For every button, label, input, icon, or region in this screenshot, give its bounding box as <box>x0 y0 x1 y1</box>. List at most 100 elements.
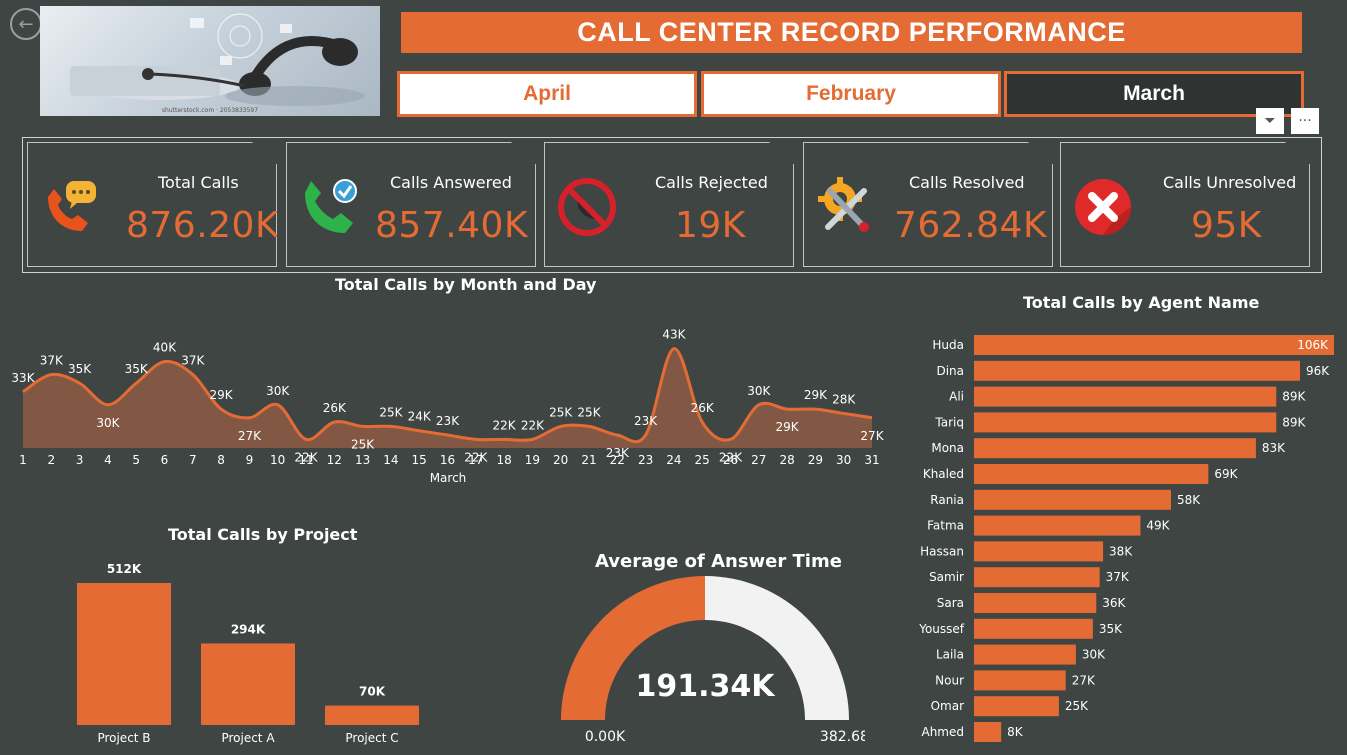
area-chart[interactable]: 33K 1 37K 2 35K 3 30K 4 35K 5 40K 6 37K 7 29K 8 27K 9 30K 1… <box>0 300 900 490</box>
area-point[interactable] <box>104 401 112 409</box>
agent-bar[interactable] <box>974 438 1256 459</box>
area-x-tick: 28 <box>779 453 794 467</box>
agent-name-label: Rania <box>930 493 964 507</box>
agent-bar-chart[interactable]: Huda 106K Dina 96K Ali 89K Tariq 89K Mona 83K Khal… <box>900 325 1347 750</box>
area-point[interactable] <box>274 401 282 409</box>
area-point[interactable] <box>359 422 367 430</box>
answer-time-gauge[interactable]: 191.34K 0.00K 382.68K <box>545 570 865 750</box>
agent-bar[interactable] <box>974 567 1100 588</box>
area-point[interactable] <box>19 388 27 396</box>
agent-bar[interactable] <box>974 696 1059 717</box>
project-value-label: 70K <box>359 685 386 699</box>
area-point[interactable] <box>245 414 253 422</box>
area-x-tick: 14 <box>383 453 398 467</box>
agent-value-label: 35K <box>1099 622 1123 636</box>
project-bar[interactable] <box>77 583 171 725</box>
agent-name-label: Dina <box>936 364 964 378</box>
agent-bar[interactable] <box>974 464 1209 484</box>
area-point[interactable] <box>217 405 225 413</box>
agent-value-label: 27K <box>1072 673 1096 687</box>
area-point[interactable] <box>302 435 310 443</box>
headset-illustration <box>70 13 365 106</box>
agent-name-label: Tariq <box>934 415 964 429</box>
month-button-april[interactable]: April <box>397 71 697 117</box>
area-point[interactable] <box>161 358 169 366</box>
project-bar[interactable] <box>325 705 419 725</box>
area-point[interactable] <box>528 435 536 443</box>
project-bar-chart[interactable]: 512K Project B 294K Project A 70K Project C <box>40 550 460 750</box>
project-name-label: Project B <box>97 731 150 745</box>
kpi-card-calls-rejected: Calls Rejected 19K <box>544 142 794 267</box>
agent-value-label: 8K <box>1007 725 1024 739</box>
area-point[interactable] <box>642 431 650 439</box>
gauge-max-label: 382.68K <box>820 729 865 745</box>
area-point[interactable] <box>755 401 763 409</box>
agent-bar[interactable] <box>974 541 1104 562</box>
gauge-value-arc[interactable] <box>561 576 705 720</box>
agent-bar[interactable] <box>974 722 1002 742</box>
agent-bar[interactable] <box>974 618 1093 639</box>
agent-bar[interactable] <box>974 670 1066 691</box>
kpi-value: 19K <box>675 205 746 246</box>
area-data-label: 22K <box>493 418 517 432</box>
phone-check-icon <box>305 179 357 233</box>
area-point[interactable] <box>472 435 480 443</box>
agent-value-label: 96K <box>1306 364 1330 378</box>
page-title: CALL CENTER RECORD PERFORMANCE <box>401 12 1302 53</box>
area-point[interactable] <box>840 409 848 417</box>
month-button-march[interactable]: March <box>1004 71 1304 117</box>
area-point[interactable] <box>811 405 819 413</box>
area-x-tick: 24 <box>666 453 681 467</box>
area-x-tick: 13 <box>355 453 370 467</box>
agent-value-label: 25K <box>1065 699 1089 713</box>
area-x-tick: 18 <box>496 453 511 467</box>
area-point[interactable] <box>868 414 876 422</box>
more-options-icon[interactable]: ··· <box>1291 108 1319 134</box>
area-x-tick: 8 <box>217 453 225 467</box>
area-point[interactable] <box>500 435 508 443</box>
agent-bar[interactable] <box>974 360 1301 381</box>
agent-bar[interactable] <box>974 515 1141 536</box>
area-x-tick: 31 <box>864 453 879 467</box>
area-data-label: 29K <box>210 388 234 402</box>
area-x-tick: 3 <box>76 453 84 467</box>
area-point[interactable] <box>132 379 140 387</box>
tools-gear-icon <box>818 177 869 232</box>
area-point[interactable] <box>444 431 452 439</box>
agent-bar[interactable] <box>974 386 1277 407</box>
filter-icon[interactable]: ⏷ <box>1256 108 1284 134</box>
area-point[interactable] <box>47 371 55 379</box>
agent-name-label: Khaled <box>923 467 964 481</box>
area-point[interactable] <box>670 345 678 353</box>
area-point[interactable] <box>330 418 338 426</box>
area-x-tick: 2 <box>47 453 55 467</box>
area-point[interactable] <box>727 435 735 443</box>
phone-chat-icon <box>48 181 96 231</box>
area-point[interactable] <box>698 418 706 426</box>
month-button-february[interactable]: February <box>701 71 1001 117</box>
agent-bar[interactable] <box>974 593 1097 613</box>
back-arrow-icon: ← <box>18 13 34 35</box>
area-point[interactable] <box>387 422 395 430</box>
area-point[interactable] <box>585 422 593 430</box>
area-point[interactable] <box>76 379 84 387</box>
agent-bar[interactable] <box>974 489 1171 510</box>
area-data-label: 22K <box>294 450 318 464</box>
back-button[interactable]: ← <box>10 8 42 40</box>
area-data-label: 25K <box>577 405 601 419</box>
red-x-icon <box>1075 179 1131 235</box>
area-point[interactable] <box>613 431 621 439</box>
hero-image: shutterstock.com · 2053833597 <box>40 6 380 116</box>
area-point[interactable] <box>189 371 197 379</box>
area-point[interactable] <box>557 422 565 430</box>
agent-bar[interactable] <box>974 412 1277 433</box>
kpi-label: Calls Answered <box>390 173 512 192</box>
agent-bar[interactable] <box>974 335 1334 355</box>
area-point[interactable] <box>415 427 423 435</box>
agent-bar[interactable] <box>974 644 1076 665</box>
area-x-tick: 21 <box>581 453 596 467</box>
area-data-label: 25K <box>379 405 403 419</box>
project-bar[interactable] <box>201 643 295 725</box>
area-point[interactable] <box>783 405 791 413</box>
area-x-tick: 4 <box>104 453 112 467</box>
